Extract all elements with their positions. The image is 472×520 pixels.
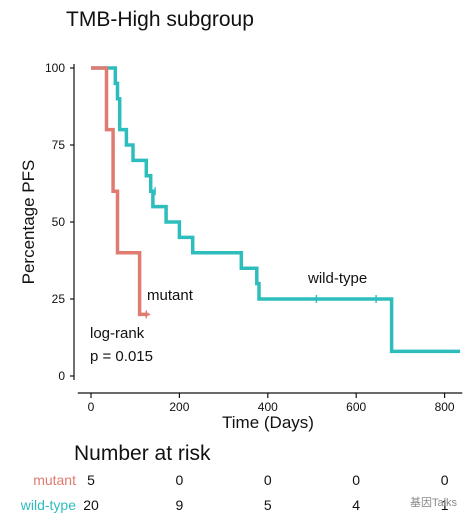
- watermark: 基因Talks: [410, 496, 458, 509]
- wild-type-curve-label: wild-type: [307, 270, 367, 287]
- mutant-curve-label: mutant: [147, 287, 194, 304]
- risk-count: 1: [441, 497, 449, 513]
- logrank-label: log-rank: [90, 325, 145, 342]
- censor-marks: [142, 187, 377, 319]
- risk-group-label: mutant: [33, 472, 76, 488]
- y-tick-label: 0: [58, 369, 65, 383]
- risk-group-label: wild-type: [20, 497, 76, 513]
- risk-count: 9: [176, 497, 184, 513]
- x-tick-label: 800: [435, 400, 455, 414]
- risk-count: 20: [83, 497, 99, 513]
- risk-count: 5: [87, 472, 95, 488]
- x-tick-label: 600: [346, 400, 366, 414]
- pvalue-label: p = 0.015: [90, 348, 153, 365]
- x-tick-label: 0: [88, 400, 95, 414]
- axes: 0 200 400 600 800 0 25 50 75 100: [45, 61, 463, 414]
- y-tick-label: 25: [52, 292, 66, 306]
- x-tick-label: 400: [258, 400, 278, 414]
- risk-table: mutant 5 0 0 0 0 wild-type 20 9 5 4 1: [20, 472, 449, 513]
- risk-count: 0: [441, 472, 449, 488]
- risk-count: 4: [352, 497, 360, 513]
- y-axis-label: Percentage PFS: [19, 160, 38, 285]
- risk-count: 5: [264, 497, 272, 513]
- risk-count: 0: [352, 472, 360, 488]
- y-tick-label: 100: [45, 61, 65, 75]
- risk-count: 0: [176, 472, 184, 488]
- risk-table-title: Number at risk: [74, 442, 211, 465]
- x-axis-label: Time (Days): [222, 413, 314, 432]
- x-tick-label: 200: [169, 400, 189, 414]
- curve-wild-type: [91, 66, 461, 354]
- risk-count: 0: [264, 472, 272, 488]
- curve-mutant: [91, 66, 149, 317]
- y-tick-label: 50: [52, 215, 66, 229]
- y-tick-label: 75: [52, 138, 66, 152]
- chart-title: TMB-High subgroup: [66, 8, 254, 31]
- survival-curves: [91, 66, 461, 354]
